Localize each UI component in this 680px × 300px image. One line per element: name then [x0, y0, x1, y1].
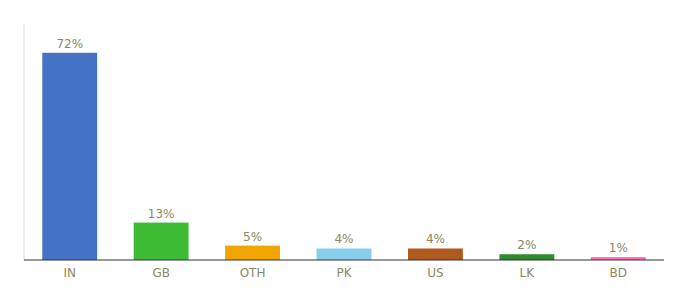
chart-svg: IN GB OTH PK US LK BD 72% 13% 5% 4% 4% 2% 1%: [0, 0, 680, 300]
bar: [134, 223, 189, 260]
bar: [408, 248, 463, 260]
data-label: 2%: [517, 238, 536, 252]
chart-container: IN GB OTH PK US LK BD 72% 13% 5% 4% 4% 2% 1%: [0, 0, 680, 300]
x-tick-label: LK: [520, 266, 536, 280]
data-label: 1%: [609, 241, 628, 255]
y-axis-line: [24, 24, 25, 260]
x-tick-label: PK: [336, 266, 352, 280]
data-label: 4%: [334, 232, 353, 246]
data-label: 4%: [426, 232, 445, 246]
x-axis-line: [24, 259, 664, 260]
bar: [225, 246, 280, 260]
x-tick-label: IN: [63, 266, 76, 280]
x-tick-label: GB: [152, 266, 170, 280]
bars: [42, 53, 645, 260]
data-label: 13%: [148, 207, 175, 221]
x-tick-label: BD: [610, 266, 627, 280]
bar: [317, 248, 372, 260]
data-label: 5%: [243, 230, 262, 244]
bar: [42, 53, 97, 260]
x-tick-label: OTH: [240, 266, 266, 280]
x-tick-label: US: [427, 266, 443, 280]
bar: [499, 254, 554, 260]
data-label: 72%: [56, 37, 83, 51]
